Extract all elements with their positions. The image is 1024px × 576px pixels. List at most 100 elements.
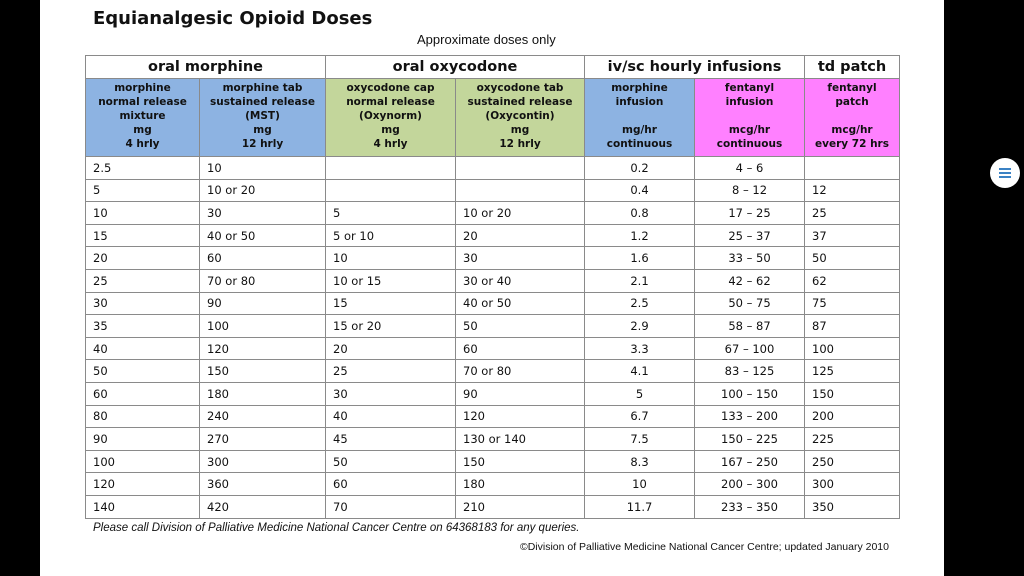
document-page: Equianalgesic Opioid Doses Approximate d… [40, 0, 944, 576]
table-cell: 90 [85, 427, 200, 451]
table-cell: 100 [804, 336, 901, 361]
table-row: 30 90 15 40 or 50 2.5 50 – 75 75 [85, 291, 901, 316]
group-oral-oxycodone: oral oxycodone [325, 55, 585, 79]
table-cell: 210 [455, 494, 585, 519]
table-cell: 8 – 12 [693, 178, 806, 203]
group-infusions: iv/sc hourly infusions [583, 55, 806, 79]
table-cell: 5 [325, 201, 456, 225]
table-cell: 33 – 50 [693, 246, 806, 270]
table-cell: 1.2 [584, 223, 695, 248]
table-cell: 50 – 75 [693, 291, 806, 316]
table-cell: 270 [199, 427, 326, 451]
table-cell: 10 [584, 472, 695, 496]
table-cell [325, 156, 456, 180]
table-cell: 4.1 [584, 359, 695, 383]
table-cell: 30 [325, 381, 456, 406]
table-cell: 150 [804, 381, 901, 406]
table-cell: 25 [85, 268, 200, 293]
table-cell: 70 [325, 494, 456, 519]
table-cell: 12 [804, 178, 901, 203]
table-cell: 45 [325, 427, 456, 451]
table-row: 20 60 10 30 1.6 33 – 50 50 [85, 246, 901, 270]
column-header-0: morphine normal release mixture mg 4 hrly [85, 78, 200, 157]
table-cell: 6.7 [584, 404, 695, 429]
table-cell: 2.9 [584, 314, 695, 338]
table-row: 90 270 45 130 or 140 7.5 150 – 225 225 [85, 427, 901, 451]
copyright: ©Division of Palliative Medicine Nationa… [519, 541, 889, 553]
column-header-6: fentanyl patch mcg/hr every 72 hrs [804, 78, 901, 157]
table-row: 10 30 5 10 or 20 0.8 17 – 25 25 [85, 201, 901, 225]
table-cell: 30 [85, 291, 200, 316]
table-cell: 5 [584, 381, 695, 406]
group-td-patch: td patch [804, 55, 901, 79]
page-subtitle: Approximate doses only [417, 32, 556, 47]
table-cell: 10 [85, 201, 200, 225]
table-cell: 15 [85, 223, 200, 248]
table-cell: 10 or 20 [455, 201, 585, 225]
table-cell: 5 or 10 [325, 223, 456, 248]
table-cell: 300 [199, 449, 326, 474]
table-cell: 70 or 80 [199, 268, 326, 293]
table-cell: 87 [804, 314, 901, 338]
table-cell: 150 [455, 449, 585, 474]
table-cell: 50 [804, 246, 901, 270]
column-header-4: morphine infusion mg/hr continuous [584, 78, 695, 157]
table-cell: 30 [455, 246, 585, 270]
table-cell: 17 – 25 [693, 201, 806, 225]
table-cell [325, 178, 456, 203]
table-cell: 25 [804, 201, 901, 225]
table-cell: 350 [804, 494, 901, 519]
table-cell: 2.1 [584, 268, 695, 293]
table-cell: 200 [804, 404, 901, 429]
table-cell: 100 – 150 [693, 381, 806, 406]
table-cell: 0.8 [584, 201, 695, 225]
table-cell: 60 [199, 246, 326, 270]
table-cell: 240 [199, 404, 326, 429]
table-cell: 15 or 20 [325, 314, 456, 338]
table-cell: 180 [199, 381, 326, 406]
table-cell: 20 [455, 223, 585, 248]
table-cell: 133 – 200 [693, 404, 806, 429]
table-cell: 20 [325, 336, 456, 361]
table-cell: 90 [455, 381, 585, 406]
table-cell: 2.5 [584, 291, 695, 316]
table-cell: 360 [199, 472, 326, 496]
table-cell: 125 [804, 359, 901, 383]
table-cell: 37 [804, 223, 901, 248]
menu-button[interactable] [990, 158, 1020, 188]
table-cell: 10 [325, 246, 456, 270]
table-cell: 50 [85, 359, 200, 383]
table-row: 60 180 30 90 5 100 – 150 150 [85, 381, 901, 406]
table-cell: 180 [455, 472, 585, 496]
table-cell [455, 156, 585, 180]
table-cell: 15 [325, 291, 456, 316]
table-row: 5 10 or 20 0.4 8 – 12 12 [85, 178, 901, 203]
table-cell: 35 [85, 314, 200, 338]
table-cell: 300 [804, 472, 901, 496]
table-cell: 20 [85, 246, 200, 270]
table-cell: 30 [199, 201, 326, 225]
table-cell: 10 [199, 156, 326, 180]
table-cell: 7.5 [584, 427, 695, 451]
table-row: 50 150 25 70 or 80 4.1 83 – 125 125 [85, 359, 901, 383]
table-cell: 25 – 37 [693, 223, 806, 248]
dose-table: oral morphine oral oxycodone iv/sc hourl… [85, 55, 901, 519]
table-cell: 120 [85, 472, 200, 496]
footnote: Please call Division of Palliative Medic… [93, 522, 580, 534]
table-row: 35 100 15 or 20 50 2.9 58 – 87 87 [85, 314, 901, 338]
table-cell: 42 – 62 [693, 268, 806, 293]
table-cell: 90 [199, 291, 326, 316]
table-cell: 80 [85, 404, 200, 429]
table-cell: 60 [325, 472, 456, 496]
table-cell: 11.7 [584, 494, 695, 519]
table-cell: 0.4 [584, 178, 695, 203]
table-cell: 60 [85, 381, 200, 406]
table-cell: 225 [804, 427, 901, 451]
table-cell: 40 [325, 404, 456, 429]
table-cell: 200 – 300 [693, 472, 806, 496]
table-row: 80 240 40 120 6.7 133 – 200 200 [85, 404, 901, 429]
table-cell: 120 [199, 336, 326, 361]
table-cell: 30 or 40 [455, 268, 585, 293]
table-row: 100 300 50 150 8.3 167 – 250 250 [85, 449, 901, 474]
table-row: 140 420 70 210 11.7 233 – 350 350 [85, 494, 901, 519]
